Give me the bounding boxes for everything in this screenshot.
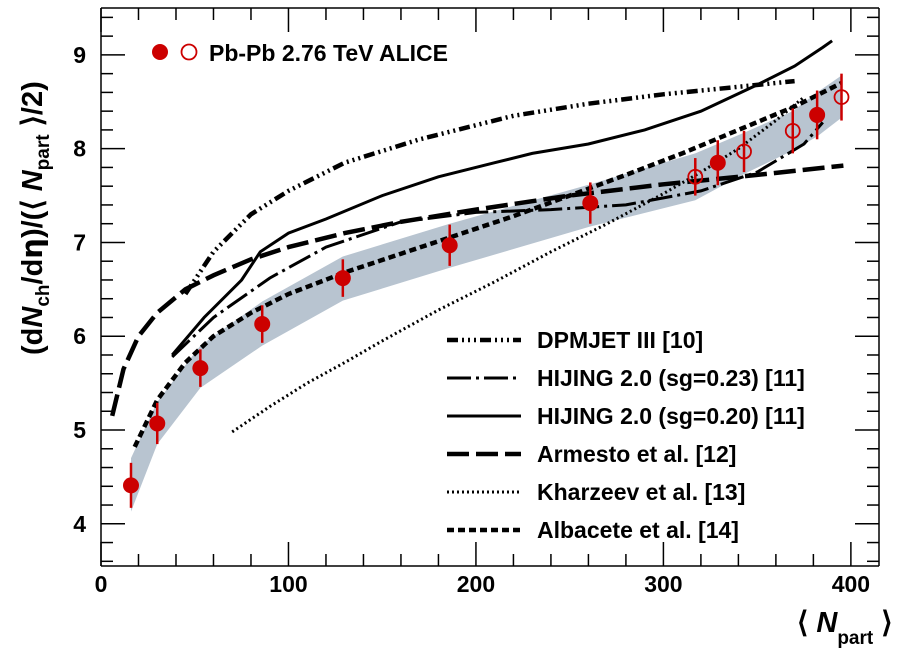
filled-data-point-6	[441, 237, 458, 254]
model-curves-layer	[110, 39, 844, 448]
y-tick-label-9: 9	[73, 42, 86, 68]
open-data-point-3	[784, 122, 801, 139]
filled-data-point-5	[334, 270, 351, 287]
tick-labels: 0 100 200 300 400 4 5 6 7 8 9	[73, 42, 870, 597]
filled-data-point-7	[582, 195, 599, 212]
model-curve-2	[171, 121, 824, 358]
open-data-point-4	[833, 89, 850, 105]
legend-label-4: Armesto et al. [12]	[537, 441, 736, 467]
y-tick-label-8: 8	[73, 136, 86, 162]
open-data-point-2	[736, 143, 752, 160]
legend-label-2: HIJING 2.0 (sg=0.23) [11]	[537, 365, 805, 391]
filled-data-point-1	[122, 477, 139, 494]
legend-filled-marker	[152, 44, 168, 60]
legend-models: DPMJET III [10] HIJING 2.0 (sg=0.23) [11]…	[447, 327, 805, 543]
model-curve-5	[231, 95, 805, 434]
legend-label-6: Albacete et al. [14]	[537, 517, 739, 543]
y-tick-label-6: 6	[73, 323, 86, 349]
x-tick-label-100: 100	[269, 571, 307, 597]
filled-data-point-3	[192, 360, 209, 377]
open-data-point-1	[687, 168, 704, 185]
legend-data-label: Pb-Pb 2.76 TeV ALICE	[209, 40, 448, 66]
x-tick-label-300: 300	[644, 571, 682, 597]
x-tick-label-0: 0	[95, 571, 108, 597]
model-curve-3	[171, 39, 833, 356]
model-curve-4	[110, 163, 844, 417]
legend-open-marker	[180, 43, 198, 61]
legend-label-1: DPMJET III [10]	[537, 327, 703, 353]
x-tick-label-400: 400	[832, 571, 870, 597]
model-curve-6	[132, 80, 843, 448]
filled-data-point-2	[149, 415, 166, 432]
x-axis-title: ⟨ Npart ⟩	[797, 607, 893, 649]
filled-data-point-8	[709, 154, 726, 171]
legend-label-5: Kharzeev et al. [13]	[537, 479, 745, 505]
y-axis-title: (dNch/dη)/(⟨ Npart ⟩/2)	[15, 81, 54, 355]
y-tick-label-5: 5	[73, 417, 86, 443]
filled-data-point-9	[809, 106, 826, 123]
data-points-layer	[122, 73, 850, 508]
y-tick-label-7: 7	[73, 229, 86, 255]
x-tick-label-200: 200	[457, 571, 495, 597]
axes	[100, 7, 880, 567]
filled-data-point-4	[254, 316, 271, 333]
legend-data: Pb-Pb 2.76 TeV ALICE	[152, 40, 448, 66]
model-curve-1	[183, 78, 795, 296]
y-tick-label-4: 4	[73, 511, 86, 537]
legend-label-3: HIJING 2.0 (sg=0.20) [11]	[537, 403, 805, 429]
